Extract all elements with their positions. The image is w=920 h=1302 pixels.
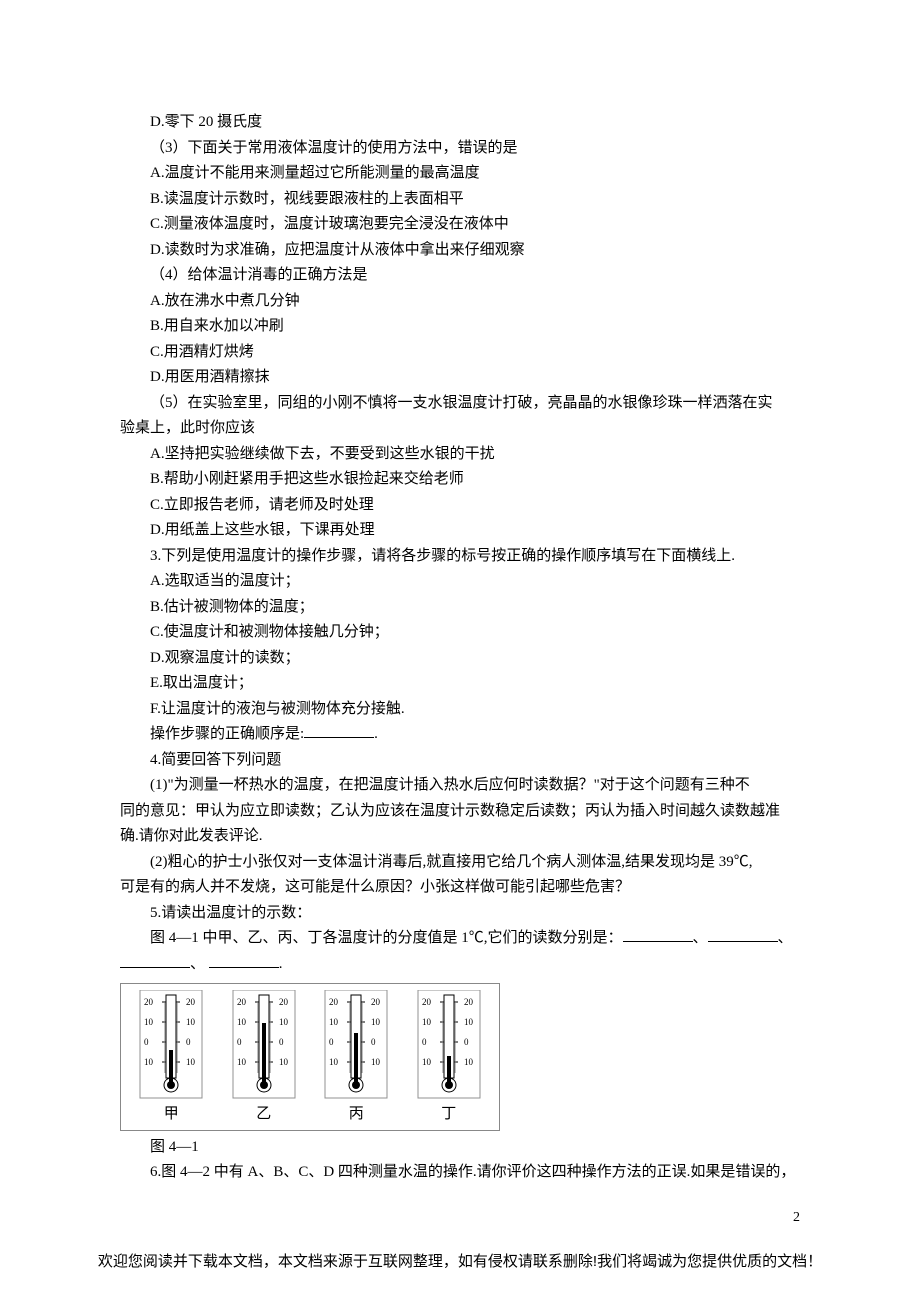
q5-c: C.立即报告老师，请老师及时处理 xyxy=(120,493,800,519)
q6-line: 6.图 4—2 中有 A、B、C、D 四种测量水温的操作.请你评价这四种操作方法… xyxy=(120,1160,800,1186)
svg-text:0: 0 xyxy=(329,1037,334,1047)
page-number: 2 xyxy=(793,1206,800,1230)
svg-text:20: 20 xyxy=(422,997,432,1007)
svg-text:0: 0 xyxy=(186,1037,191,1047)
svg-text:10: 10 xyxy=(186,1017,196,1027)
q4-a: A.放在沸水中煮几分钟 xyxy=(120,289,800,315)
q4-1c: 确.请你对此发表评论. xyxy=(120,824,800,850)
q5-stem-a: （5）在实验室里，同组的小刚不慎将一支水银温度计打破，亮晶晶的水银像珍珠一样洒落… xyxy=(120,391,800,417)
svg-text:10: 10 xyxy=(422,1057,432,1067)
q3-b: B.读温度计示数时，视线要跟液柱的上表面相平 xyxy=(120,187,800,213)
thermo-svg-jia: 20 20 10 10 0 0 10 10 xyxy=(136,990,206,1100)
svg-text:10: 10 xyxy=(279,1017,289,1027)
q5-reading-text: 图 4—1 中甲、乙、丙、丁各温度计的分度值是 1℃,它们的读数分别是： xyxy=(150,930,623,946)
svg-text:10: 10 xyxy=(279,1057,289,1067)
thermo-ding: 20 20 10 10 0 0 10 10 丁 xyxy=(414,990,484,1128)
seq-a: A.选取适当的温度计； xyxy=(120,569,800,595)
q4-c: C.用酒精灯烘烤 xyxy=(120,340,800,366)
q5-reading-line2: 、 . xyxy=(120,952,800,978)
seq-answer-line: 操作步骤的正确顺序是:. xyxy=(120,722,800,748)
blank-r4[interactable] xyxy=(209,953,279,968)
q4-d: D.用医用酒精擦抹 xyxy=(120,365,800,391)
svg-text:10: 10 xyxy=(464,1057,474,1067)
seq-d: D.观察温度计的读数； xyxy=(120,646,800,672)
q4-b: B.用自来水加以冲刷 xyxy=(120,314,800,340)
svg-text:0: 0 xyxy=(144,1037,149,1047)
svg-text:10: 10 xyxy=(186,1057,196,1067)
q5-stem-b: 验桌上，此时你应该 xyxy=(120,416,800,442)
figure-4-1: 20 20 10 10 0 0 10 10 甲 20 20 10 10 0 0 10 10 乙 20 20 10… xyxy=(120,983,500,1131)
svg-text:10: 10 xyxy=(371,1017,381,1027)
svg-text:10: 10 xyxy=(144,1057,154,1067)
q4-head: 4.简要回答下列问题 xyxy=(120,748,800,774)
svg-text:10: 10 xyxy=(144,1017,154,1027)
svg-text:20: 20 xyxy=(186,997,196,1007)
svg-text:0: 0 xyxy=(422,1037,427,1047)
q2-option-d: D.零下 20 摄氏度 xyxy=(120,110,800,136)
svg-text:10: 10 xyxy=(237,1057,247,1067)
thermo-svg-ding: 20 20 10 10 0 0 10 10 xyxy=(414,990,484,1100)
seq-answer-label: 操作步骤的正确顺序是: xyxy=(150,726,304,742)
thermo-jia: 20 20 10 10 0 0 10 10 甲 xyxy=(136,990,206,1128)
q3-stem: （3）下面关于常用液体温度计的使用方法中，错误的是 xyxy=(120,136,800,162)
blank-r3[interactable] xyxy=(120,953,190,968)
thermo-yi: 20 20 10 10 0 0 10 10 乙 xyxy=(229,990,299,1128)
svg-text:0: 0 xyxy=(237,1037,242,1047)
svg-text:20: 20 xyxy=(144,997,154,1007)
seq-stem: 3.下列是使用温度计的操作步骤，请将各步骤的标号按正确的操作顺序填写在下面横线上… xyxy=(120,544,800,570)
footer-text: 欢迎您阅读并下载本文档，本文档来源于互联网整理，如有侵权请联系删除!我们将竭诚为… xyxy=(0,1249,920,1275)
figure-caption: 图 4—1 xyxy=(120,1135,800,1161)
thermo-label-ding: 丁 xyxy=(441,1102,456,1128)
seq-c: C.使温度计和被测物体接触几分钟； xyxy=(120,620,800,646)
svg-text:10: 10 xyxy=(329,1017,339,1027)
blank-seq[interactable] xyxy=(304,723,374,738)
q4-stem: （4）给体温计消毒的正确方法是 xyxy=(120,263,800,289)
q4-2a: (2)粗心的护士小张仅对一支体温计消毒后,就直接用它给几个病人测体温,结果发现均… xyxy=(120,850,800,876)
svg-text:10: 10 xyxy=(329,1057,339,1067)
svg-text:10: 10 xyxy=(237,1017,247,1027)
svg-text:0: 0 xyxy=(464,1037,469,1047)
thermo-label-jia: 甲 xyxy=(164,1102,179,1128)
svg-text:20: 20 xyxy=(329,997,339,1007)
q4-1a: (1)"为测量一杯热水的温度，在把温度计插入热水后应何时读数据？"对于这个问题有… xyxy=(120,773,800,799)
q3-c: C.测量液体温度时，温度计玻璃泡要完全浸没在液体中 xyxy=(120,212,800,238)
q3-d: D.读数时为求准确，应把温度计从液体中拿出来仔细观察 xyxy=(120,238,800,264)
q5-a: A.坚持把实验继续做下去，不要受到这些水银的干扰 xyxy=(120,442,800,468)
blank-r2[interactable] xyxy=(708,927,778,942)
q5-d: D.用纸盖上这些水银，下课再处理 xyxy=(120,518,800,544)
q5-b: B.帮助小刚赶紧用手把这些水银捡起来交给老师 xyxy=(120,467,800,493)
svg-text:10: 10 xyxy=(422,1017,432,1027)
thermo-label-bing: 丙 xyxy=(349,1102,364,1128)
thermo-label-yi: 乙 xyxy=(256,1102,271,1128)
q5-head: 5.请读出温度计的示数： xyxy=(120,901,800,927)
thermo-svg-yi: 20 20 10 10 0 0 10 10 xyxy=(229,990,299,1100)
svg-text:10: 10 xyxy=(371,1057,381,1067)
svg-text:10: 10 xyxy=(464,1017,474,1027)
q4-2b: 可是有的病人并不发烧，这可能是什么原因？小张这样做可能引起哪些危害？ xyxy=(120,875,800,901)
thermo-svg-bing: 20 20 10 10 0 0 10 10 xyxy=(321,990,391,1100)
q4-1b: 同的意见：甲认为应立即读数；乙认为应该在温度计示数稳定后读数；丙认为插入时间越久… xyxy=(120,799,800,825)
seq-f: F.让温度计的液泡与被测物体充分接触. xyxy=(120,697,800,723)
svg-text:20: 20 xyxy=(464,997,474,1007)
svg-text:20: 20 xyxy=(371,997,381,1007)
svg-text:0: 0 xyxy=(371,1037,376,1047)
thermo-bing: 20 20 10 10 0 0 10 10 丙 xyxy=(321,990,391,1128)
q5-reading-line: 图 4—1 中甲、乙、丙、丁各温度计的分度值是 1℃,它们的读数分别是：、、 xyxy=(120,926,800,952)
seq-b: B.估计被测物体的温度； xyxy=(120,595,800,621)
q3-a: A.温度计不能用来测量超过它所能测量的最高温度 xyxy=(120,161,800,187)
blank-r1[interactable] xyxy=(623,927,693,942)
svg-text:0: 0 xyxy=(279,1037,284,1047)
svg-text:20: 20 xyxy=(279,997,289,1007)
svg-text:20: 20 xyxy=(237,997,247,1007)
seq-e: E.取出温度计； xyxy=(120,671,800,697)
